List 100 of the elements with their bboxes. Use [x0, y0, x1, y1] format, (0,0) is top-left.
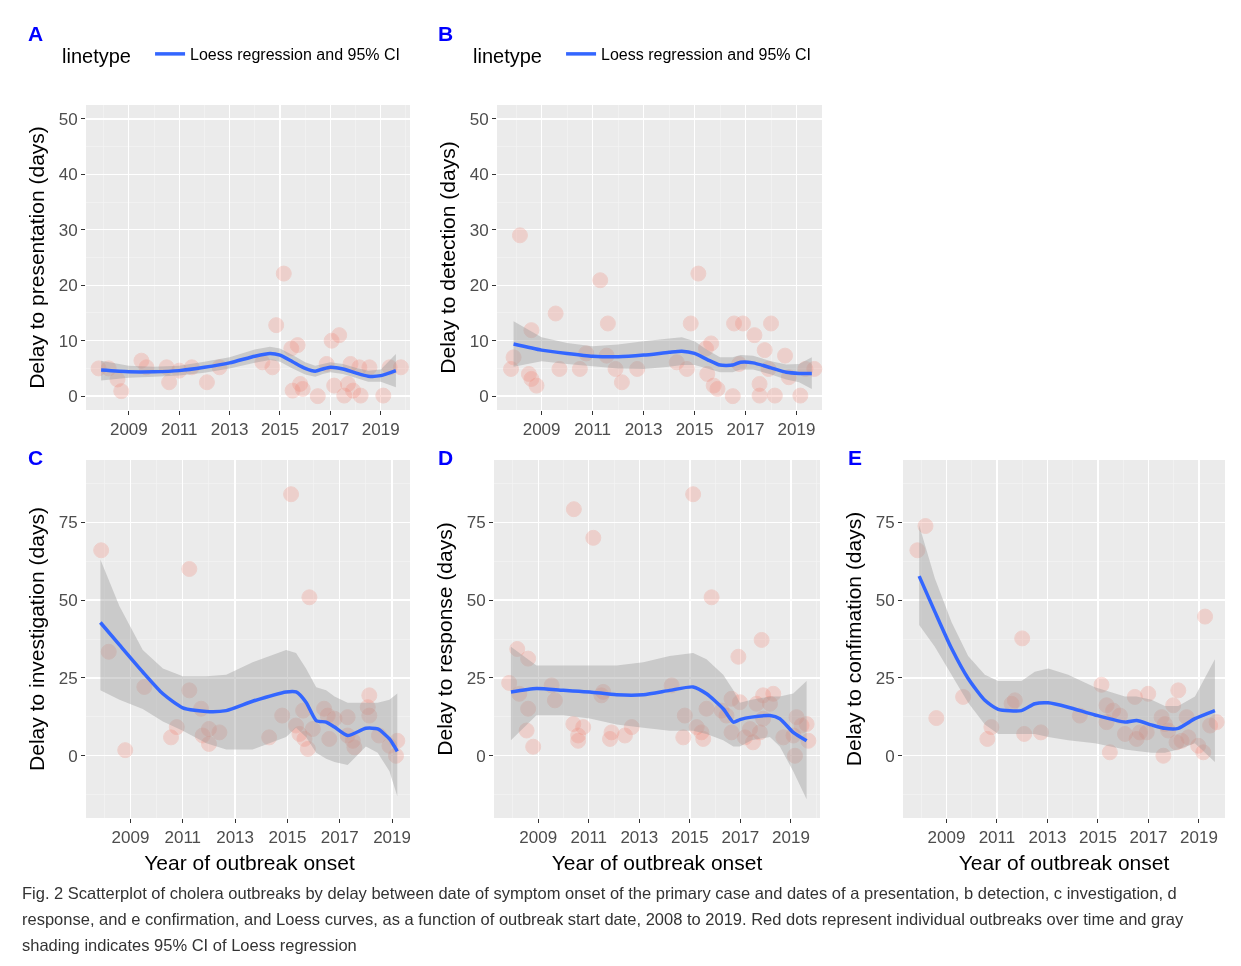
point — [523, 370, 540, 387]
y-tick-label: 50 — [469, 109, 489, 129]
x-tick-label: 2015 — [670, 828, 709, 848]
y-tick-label: 0 — [885, 746, 895, 766]
point — [979, 730, 996, 747]
y-tick-label: 40 — [58, 165, 78, 185]
x-axis-title: Year of outbreak onset — [551, 850, 763, 874]
x-tick-label: 2019 — [373, 828, 411, 848]
point — [592, 272, 609, 289]
legend-label: Loess regression and 95% CI — [190, 46, 400, 64]
line-series — [917, 574, 1217, 731]
y-tick-label: 30 — [58, 220, 78, 240]
x-tick-label: 2009 — [522, 420, 561, 440]
point — [117, 742, 134, 759]
point — [565, 501, 582, 518]
point — [511, 227, 528, 244]
legend-label: Loess regression and 95% CI — [601, 46, 811, 64]
x-tick-label: 2019 — [772, 828, 810, 848]
point — [763, 315, 780, 332]
chart-title: B — [438, 22, 454, 45]
point — [268, 317, 285, 334]
y-tick-label: 40 — [469, 165, 489, 185]
point — [1101, 744, 1118, 761]
point — [753, 631, 770, 648]
y-axis-title: Delay to response (days) — [432, 522, 456, 756]
x-tick-label: 2013 — [216, 828, 255, 848]
point — [685, 486, 702, 503]
x-tick-label: 2009 — [519, 828, 558, 848]
y-tick-label: 10 — [58, 331, 78, 351]
point — [161, 374, 178, 391]
point — [309, 388, 326, 405]
point — [375, 387, 392, 404]
point — [181, 560, 198, 577]
y-tick-label: 50 — [58, 109, 78, 129]
point — [289, 337, 306, 354]
point — [326, 377, 343, 394]
point — [730, 648, 747, 665]
point — [345, 382, 362, 399]
x-tick-label: 2013 — [1028, 828, 1067, 848]
point — [1170, 682, 1187, 699]
point — [695, 730, 712, 747]
y-axis-title: Delay to investigation (days) — [24, 507, 48, 771]
point — [734, 315, 751, 332]
point — [264, 359, 281, 376]
x-tick-label: 2013 — [624, 420, 663, 440]
x-tick-label: 2019 — [777, 420, 816, 440]
point — [525, 738, 542, 755]
x-tick-label: 2015 — [1079, 828, 1117, 848]
x-axis-title: Year of outbreak onset — [144, 850, 355, 874]
point — [703, 335, 720, 352]
x-axis-title: Year of outbreak onset — [958, 850, 1170, 874]
y-tick-label: 20 — [469, 276, 489, 296]
chart-title: C — [28, 446, 44, 469]
point — [746, 327, 763, 344]
point — [599, 315, 616, 332]
legend-title: linetype — [62, 44, 143, 67]
y-axis-title: Delay to detection (days) — [435, 141, 459, 374]
x-tick-label: 2009 — [111, 828, 150, 848]
x-tick-label: 2019 — [1180, 828, 1218, 848]
x-tick-label: 2009 — [109, 420, 148, 440]
y-tick-label: 25 — [875, 668, 895, 688]
x-tick-label: 2011 — [160, 420, 198, 440]
point — [777, 347, 794, 364]
point — [751, 375, 768, 392]
point — [613, 374, 630, 391]
point — [603, 724, 620, 741]
point — [928, 710, 945, 727]
point — [547, 305, 564, 322]
y-tick-label: 25 — [58, 668, 78, 688]
point — [1014, 630, 1031, 647]
x-tick-label: 2017 — [311, 420, 350, 440]
point — [585, 529, 602, 546]
chart-title: E — [848, 446, 863, 469]
x-tick-label: 2015 — [675, 420, 714, 440]
chart-title: D — [438, 446, 454, 469]
x-tick-label: 2019 — [361, 420, 400, 440]
y-tick-label: 50 — [58, 591, 78, 611]
x-tick-label: 2017 — [1129, 828, 1168, 848]
point — [917, 518, 934, 534]
point — [283, 486, 300, 503]
point — [294, 380, 311, 397]
point — [301, 589, 318, 606]
y-axis-title: Delay to confimation (days) — [841, 511, 865, 767]
y-tick-label: 10 — [469, 331, 489, 351]
y-tick-label: 0 — [476, 746, 486, 766]
point — [551, 360, 568, 377]
point — [275, 265, 292, 282]
point — [93, 542, 110, 559]
y-tick-label: 0 — [68, 387, 78, 407]
x-tick-label: 2017 — [320, 828, 359, 848]
y-tick-label: 0 — [479, 387, 489, 407]
y-tick-label: 30 — [469, 220, 489, 240]
point — [1197, 608, 1214, 625]
point — [682, 315, 699, 332]
x-tick-label: 2011 — [164, 828, 202, 848]
x-tick-label: 2009 — [927, 828, 966, 848]
point — [198, 374, 215, 391]
x-tick-label: 2013 — [210, 420, 249, 440]
legend-title: linetype — [473, 44, 554, 67]
point — [331, 327, 348, 344]
